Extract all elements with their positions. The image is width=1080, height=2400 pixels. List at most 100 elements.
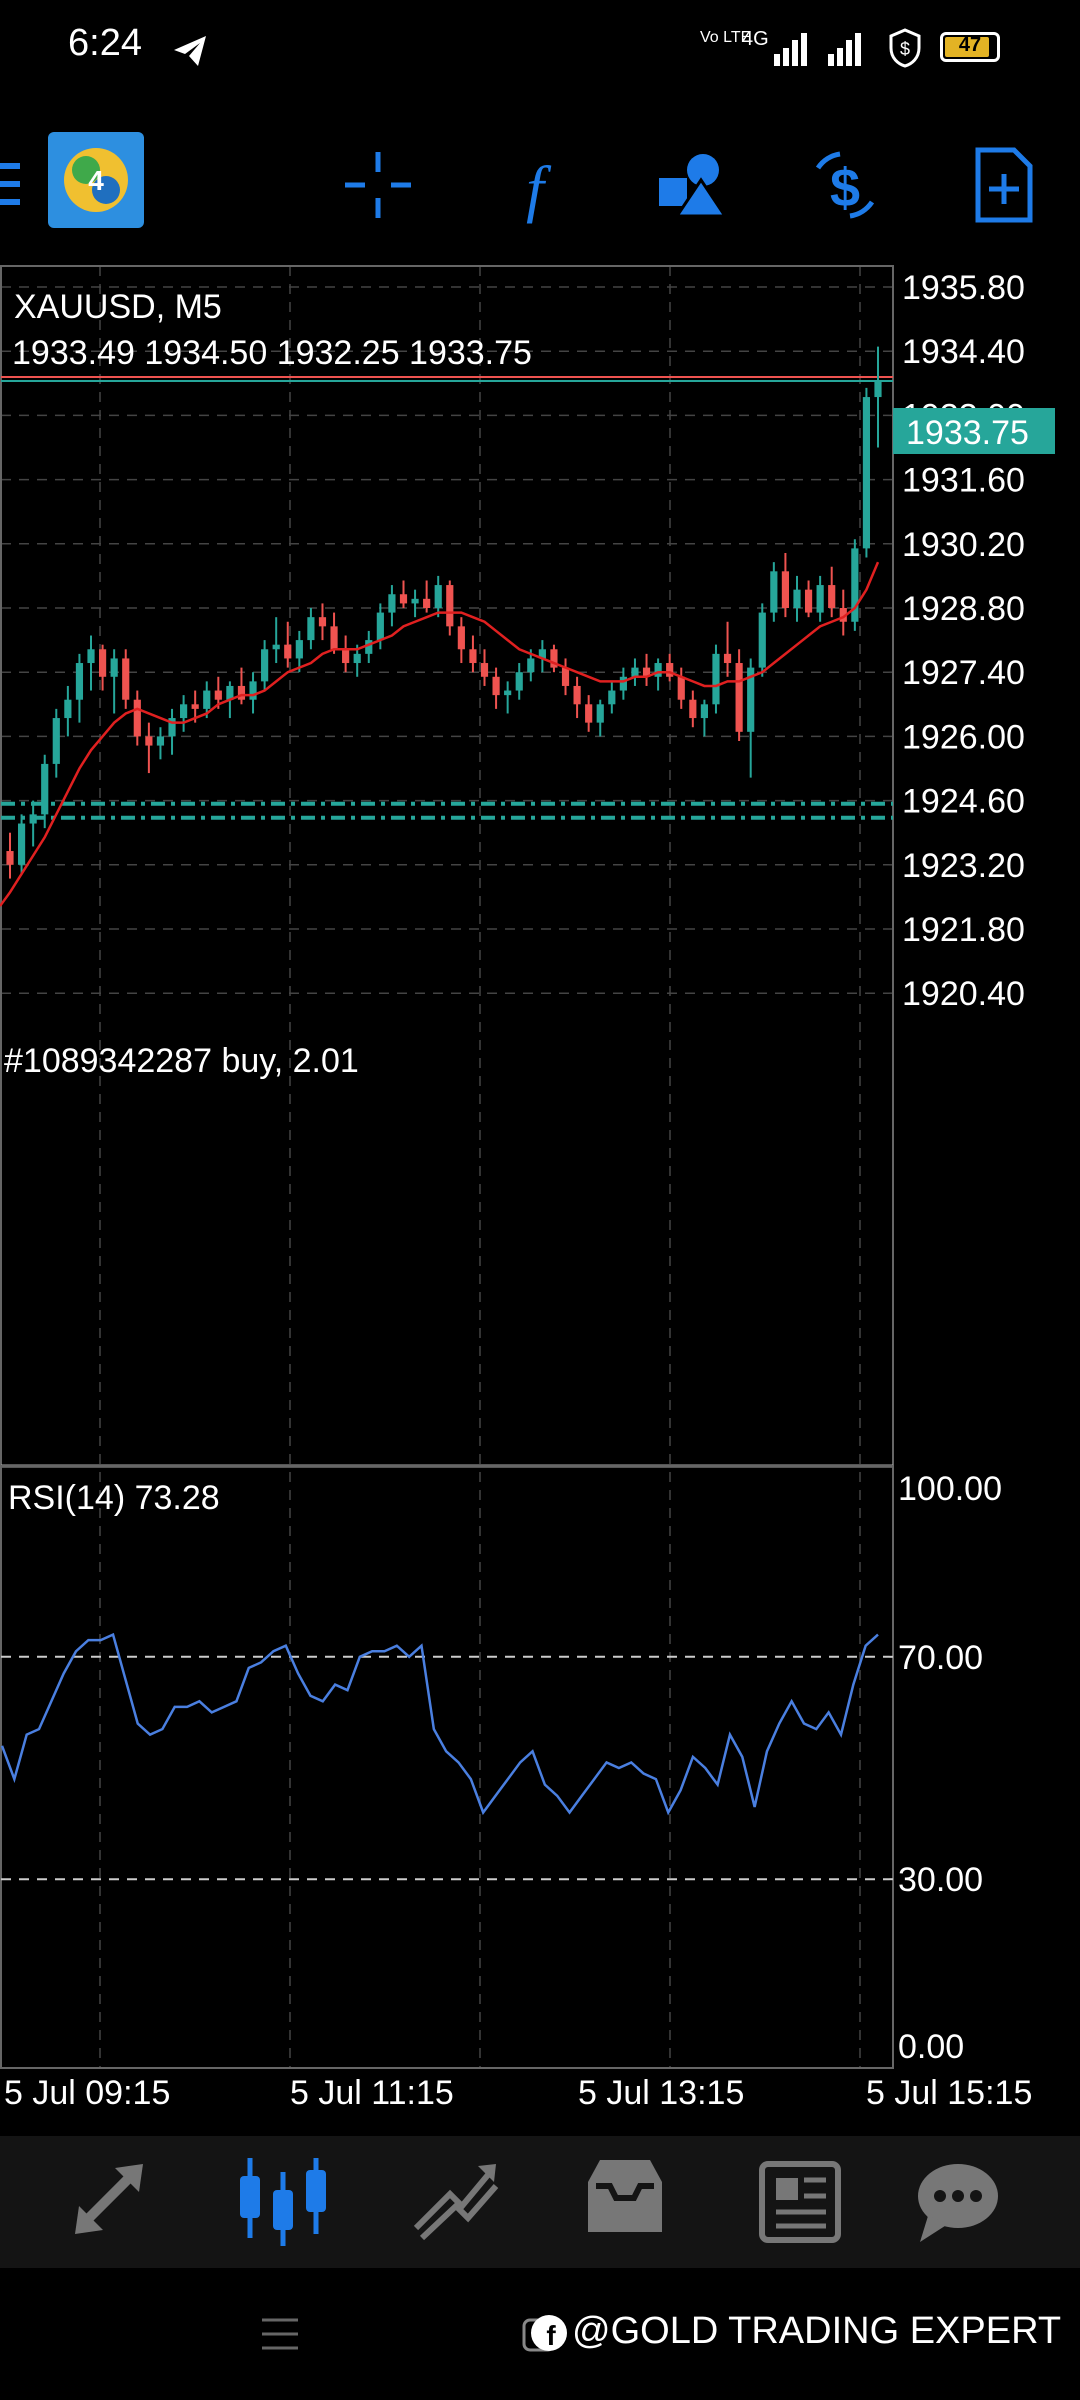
candle-body	[330, 626, 338, 650]
quotes-icon[interactable]	[55, 2146, 165, 2256]
price-tick-label: 1927.40	[902, 654, 1025, 692]
recent-apps-icon[interactable]	[260, 2314, 300, 2354]
order-lines	[1, 376, 893, 820]
candle-body	[619, 676, 627, 691]
candle-body	[816, 585, 824, 613]
candle-body	[237, 685, 246, 700]
price-tick-label: 1928.80	[902, 590, 1025, 628]
security-shield-icon: $	[889, 28, 921, 68]
candle-body	[666, 663, 674, 677]
rsi-tick-label: 0.00	[898, 2028, 964, 2066]
messages-icon[interactable]	[902, 2146, 1012, 2256]
facebook-icon: f	[531, 2314, 567, 2351]
price-tick-label: 1934.40	[902, 333, 1025, 371]
candle-body	[608, 690, 616, 705]
candle-body	[214, 690, 222, 700]
candles	[6, 346, 882, 879]
candle-body	[758, 612, 766, 668]
candle-body	[480, 663, 489, 677]
chart-icon[interactable]	[228, 2146, 338, 2256]
svg-text:$: $	[830, 158, 860, 218]
candle-body	[64, 699, 72, 719]
status-bar: 6:24 Vo LTE 4G $ 47	[0, 0, 1080, 100]
news-icon[interactable]	[744, 2146, 854, 2256]
network-type: 4G	[742, 28, 769, 50]
objects-icon[interactable]	[645, 140, 735, 230]
candle-body	[550, 649, 558, 668]
price-tick-label: 1924.60	[902, 783, 1025, 821]
time-tick-label: 5 Jul 13:15	[578, 2074, 744, 2112]
candle-body	[168, 718, 176, 737]
candle-body	[87, 649, 95, 664]
candle-body	[249, 681, 257, 700]
watermark-text: @GOLD TRADING EXPERT	[572, 2310, 1062, 2352]
history-icon[interactable]	[570, 2146, 680, 2256]
candle-body	[41, 763, 49, 815]
candle-body	[133, 699, 141, 737]
candle-body	[504, 690, 512, 696]
candle-body	[804, 589, 813, 613]
rsi-tick-label: 70.00	[898, 1639, 983, 1677]
candle-body	[307, 617, 315, 641]
candle-body	[203, 690, 211, 709]
candle-body	[145, 736, 153, 746]
candle-body	[376, 612, 384, 641]
price-tick-label: 1923.20	[902, 847, 1025, 885]
menu-icon[interactable]	[0, 155, 30, 215]
candle-body	[434, 585, 442, 608]
candle-body	[110, 658, 118, 677]
candle-body	[469, 649, 477, 664]
candle-body	[573, 685, 581, 705]
candle-body	[596, 704, 604, 723]
price-tick-label: 1921.80	[902, 911, 1025, 949]
price-tick-label: 1931.60	[902, 462, 1025, 500]
candle-body	[747, 667, 755, 732]
candle-body	[828, 585, 836, 608]
candle-body	[272, 644, 280, 650]
current-price-label: 1933.75	[906, 414, 1029, 452]
order-label: #1089342287 buy, 2.01	[4, 1042, 359, 1080]
app-logo-icon[interactable]: 4	[48, 132, 144, 228]
price-chart[interactable]: 1935.801934.401933.001931.601930.201928.…	[0, 0, 1080, 2136]
candle-body	[122, 658, 130, 700]
rsi-tick-label: 30.00	[898, 1861, 983, 1899]
candle-body	[29, 814, 37, 824]
candle-body	[585, 704, 593, 723]
candle-body	[75, 663, 84, 700]
trade-icon[interactable]	[400, 2146, 510, 2256]
svg-text:4: 4	[88, 165, 104, 196]
candle-body	[874, 381, 882, 398]
crosshair-icon[interactable]	[333, 140, 423, 230]
candle-body	[793, 589, 801, 608]
candle-body	[723, 653, 732, 664]
symbols-icon[interactable]: $	[800, 140, 890, 230]
price-tick-label: 1920.40	[902, 975, 1025, 1013]
candle-body	[677, 676, 685, 700]
new-order-icon[interactable]	[958, 140, 1048, 230]
main-chart-frame	[0, 265, 894, 1467]
candle-body	[631, 667, 639, 677]
candle-body	[735, 663, 743, 732]
candle-body	[770, 571, 778, 613]
rsi-tick-label: 100.00	[898, 1470, 1002, 1508]
svg-text:f: f	[546, 2320, 556, 2351]
rsi-frame	[0, 1465, 894, 2069]
candle-body	[52, 718, 60, 764]
candle-body	[295, 640, 303, 659]
price-tick-label: 1930.20	[902, 526, 1025, 564]
candle-body	[365, 640, 373, 654]
indicators-icon[interactable]: f	[490, 140, 580, 230]
candle-body	[700, 704, 708, 719]
svg-text:$: $	[900, 39, 910, 59]
candle-body	[156, 736, 165, 746]
candle-body	[399, 594, 408, 604]
candle-body	[862, 397, 871, 549]
candle-body	[561, 667, 570, 686]
price-tick-label: 1926.00	[902, 718, 1025, 756]
ohlc-values: 1933.49 1934.50 1932.25 1933.75	[12, 334, 532, 372]
candle-body	[342, 649, 350, 664]
watermark: f @GOLD TRADING EXPERT	[530, 2310, 1061, 2353]
rsi-line	[0, 1632, 879, 1816]
candle-body	[689, 699, 697, 719]
rsi-axis: 100.00 70.00 30.00 0.00	[898, 1470, 1002, 2066]
